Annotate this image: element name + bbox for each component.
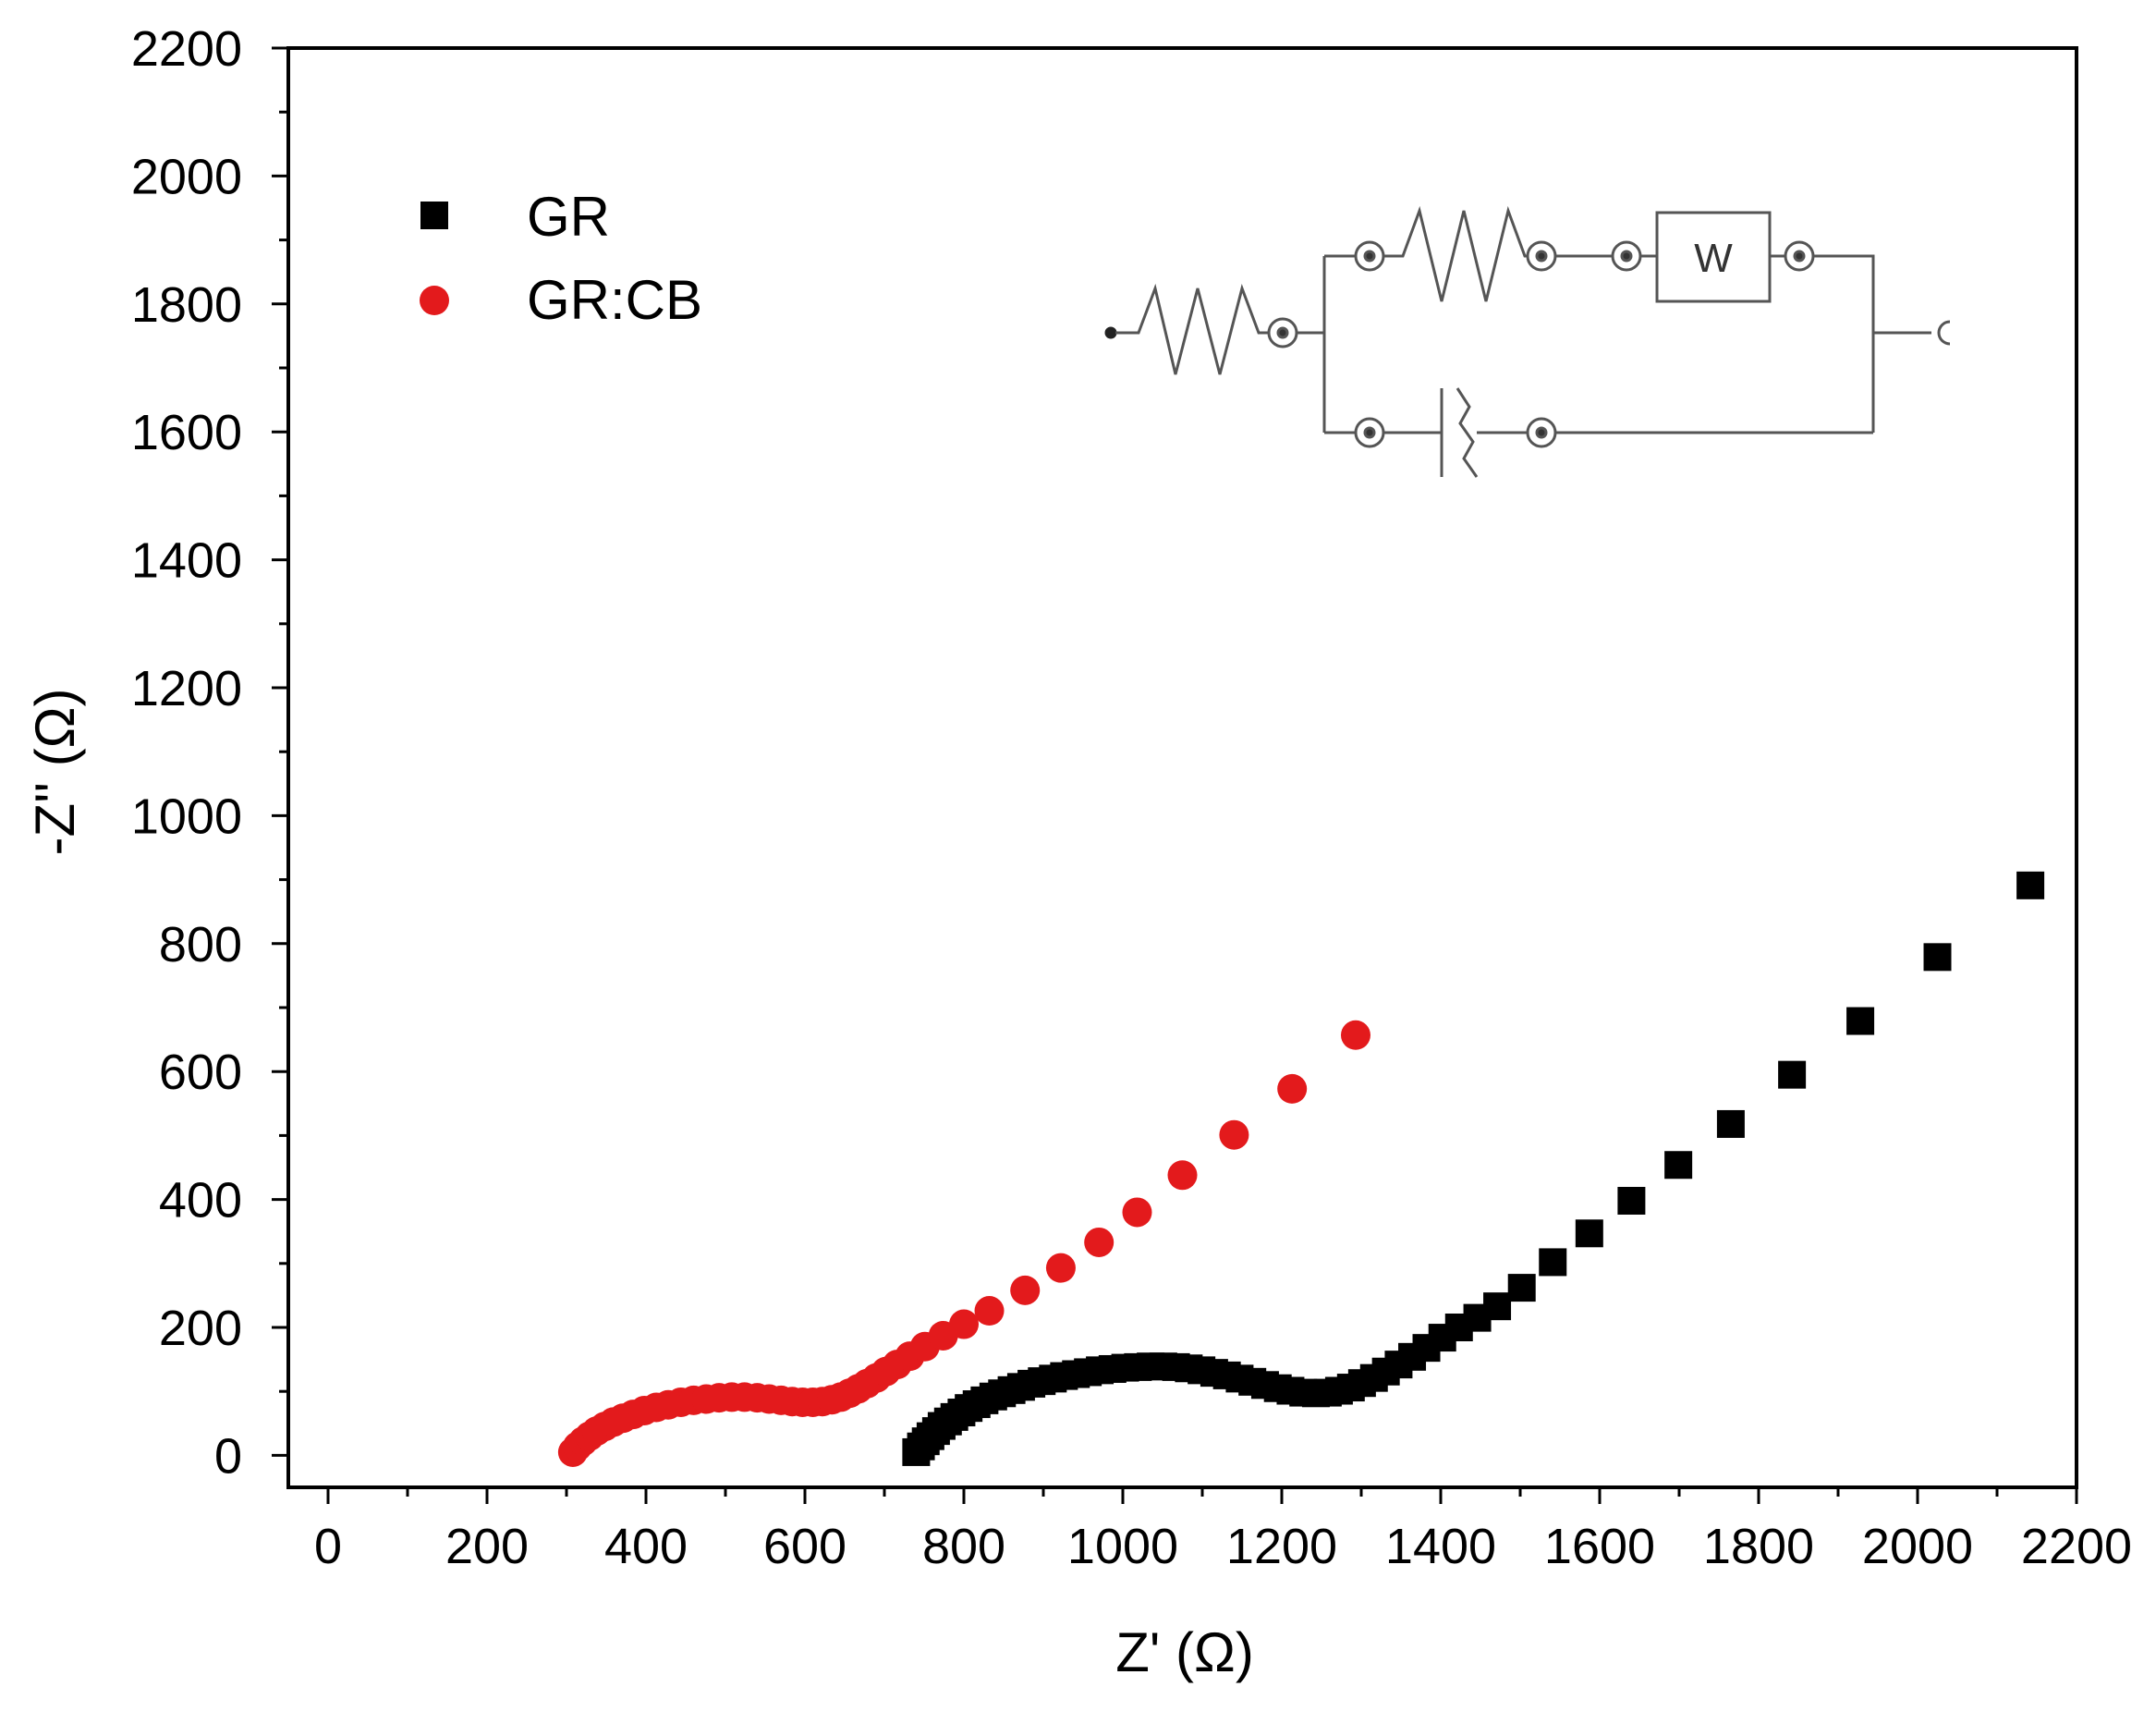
data-point-gr: [1778, 1060, 1807, 1089]
axis-ticks: [272, 46, 2078, 1504]
data-point-grcb: [1219, 1119, 1249, 1150]
y-tick-label: 200: [159, 1301, 242, 1356]
y-tick-label: 1400: [131, 533, 242, 589]
y-tick-label: 0: [214, 1428, 242, 1484]
x-tick-label: 200: [445, 1519, 529, 1574]
series-gr: [902, 871, 2045, 1466]
data-point-gr: [1923, 943, 1952, 972]
circuit-wire: [1813, 254, 1931, 433]
y-tick-label: 1000: [131, 789, 242, 844]
data-point-gr: [1483, 1292, 1512, 1321]
node-icon: [1354, 240, 1385, 272]
data-point-grcb: [1340, 1020, 1370, 1050]
equivalent-circuit-inset: W: [1104, 205, 1951, 478]
y-tick-labels: 0 200 400 600 800 1000 1200 1400 1600 1800 2000 220…: [131, 21, 242, 1484]
legend-marker-grcb: [420, 286, 449, 315]
x-tick-label: 1400: [1385, 1519, 1496, 1574]
data-point-grcb: [1277, 1073, 1308, 1104]
y-tick-label: 2200: [131, 21, 242, 77]
constant-phase-element: [1383, 387, 1528, 478]
legend-marker-gr: [420, 202, 448, 229]
x-tick-label: 600: [763, 1519, 847, 1574]
circuit-output-terminal: [1937, 320, 1951, 346]
data-point-grcb: [1084, 1227, 1115, 1257]
legend-label-gr: GR: [527, 186, 610, 248]
x-axis-title: Z' (Ω): [1115, 1621, 1254, 1683]
data-point-grcb: [1122, 1197, 1152, 1228]
data-point-gr: [1664, 1151, 1693, 1180]
y-tick-label: 400: [159, 1173, 242, 1229]
series-resistor: [1115, 283, 1269, 375]
data-point-gr: [1539, 1248, 1567, 1277]
warburg-label: W: [1694, 236, 1733, 281]
circuit-wire: [1297, 254, 1356, 434]
y-axis-title: -Z'' (Ω): [24, 688, 86, 855]
x-tick-label: 0: [314, 1519, 342, 1574]
data-point-gr: [1716, 1109, 1745, 1138]
circuit-input-terminal: [1104, 326, 1117, 339]
legend: GR GR:CB: [420, 186, 702, 331]
y-tick-label: 1600: [131, 405, 242, 460]
data-point-grcb: [1167, 1160, 1198, 1191]
x-tick-label: 1200: [1226, 1519, 1337, 1574]
x-tick-label: 1800: [1703, 1519, 1814, 1574]
x-tick-label: 800: [922, 1519, 1005, 1574]
data-point-grcb: [949, 1309, 979, 1339]
x-tick-label: 400: [604, 1519, 688, 1574]
data-point-grcb: [974, 1296, 1005, 1326]
x-tick-labels: 0 200 400 600 800 1000 1200 1400 1600 1800 2000 220…: [314, 1519, 2132, 1574]
x-tick-label: 2000: [1862, 1519, 1973, 1574]
data-point-gr: [1507, 1274, 1536, 1302]
x-tick-label: 1600: [1544, 1519, 1655, 1574]
plot-frame: [286, 46, 2078, 1489]
data-point-gr: [1846, 1007, 1875, 1035]
y-tick-label: 600: [159, 1045, 242, 1100]
series-gr-cb: [557, 1020, 1370, 1467]
data-point-gr: [1617, 1186, 1646, 1215]
series-layer: [557, 871, 2045, 1467]
y-tick-label: 2000: [131, 149, 242, 204]
legend-label-grcb: GR:CB: [527, 269, 702, 331]
data-point-grcb: [1045, 1253, 1076, 1283]
data-point-grcb: [1010, 1275, 1041, 1305]
y-tick-label: 1200: [131, 661, 242, 716]
data-point-gr: [1575, 1219, 1603, 1248]
data-point-gr: [2016, 871, 2045, 899]
x-tick-label: 2200: [2021, 1519, 2132, 1574]
y-tick-label: 1800: [131, 277, 242, 333]
charge-transfer-resistor: [1383, 205, 1528, 302]
x-tick-label: 1000: [1067, 1519, 1178, 1574]
y-tick-label: 800: [159, 917, 242, 972]
